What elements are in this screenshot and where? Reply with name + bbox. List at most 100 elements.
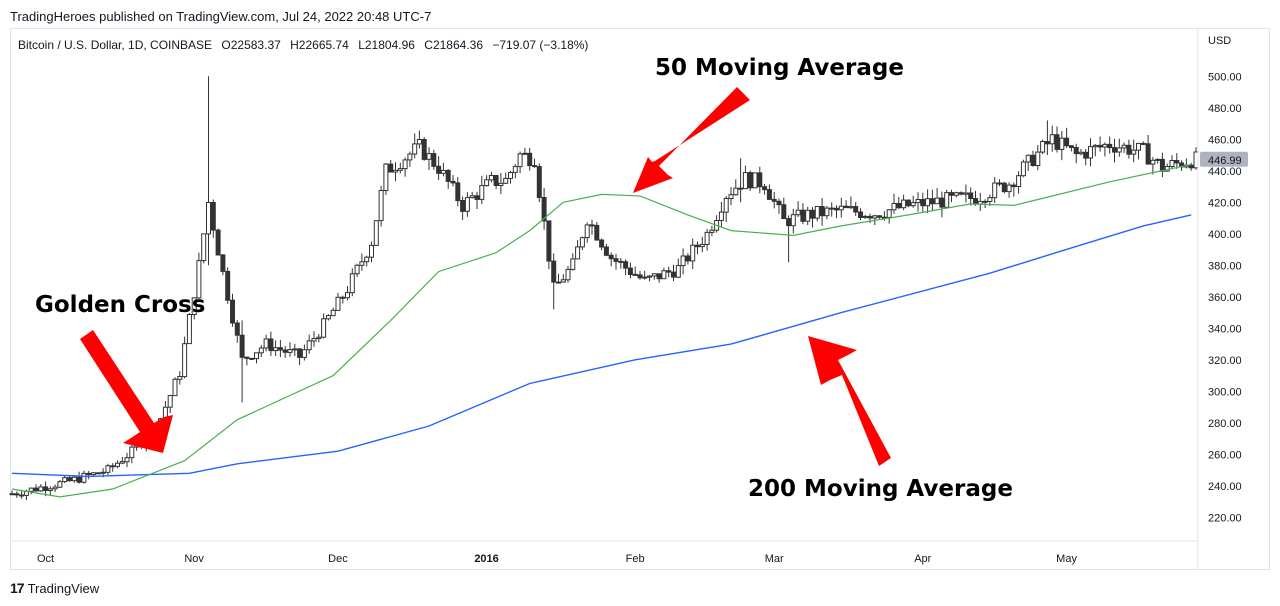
candle (728, 187, 734, 206)
candle (599, 238, 605, 251)
candle (273, 340, 279, 357)
candle (402, 157, 408, 177)
candle (733, 179, 739, 196)
candle (1068, 145, 1074, 152)
candle (532, 158, 537, 168)
candle (944, 189, 950, 208)
candle (1088, 138, 1093, 167)
candle (1136, 142, 1141, 160)
candle (493, 174, 499, 190)
ma50-label: 50 Moving Average (655, 55, 904, 81)
candle (949, 189, 954, 203)
legend-close: C21864.36 (424, 38, 483, 52)
candle (225, 267, 231, 304)
price-tick-label: 300.00 (1208, 386, 1242, 398)
last-price-badge: 446.99 (1200, 151, 1248, 167)
candle (810, 207, 815, 228)
golden-cross-label: Golden Cross (35, 292, 205, 318)
candle (1078, 149, 1084, 156)
candle (771, 192, 777, 209)
candle (579, 236, 585, 251)
price-tick-label: 440.00 (1208, 166, 1242, 178)
candle (905, 199, 911, 207)
candle (1035, 145, 1041, 171)
price-tick-label: 480.00 (1208, 103, 1242, 115)
candle (38, 484, 44, 492)
candle (565, 265, 571, 283)
candle (57, 480, 63, 489)
candle (527, 148, 533, 171)
candle (215, 228, 221, 256)
candle (416, 130, 422, 149)
candle (647, 275, 652, 282)
candle (891, 193, 897, 214)
tradingview-footer[interactable]: 17 TradingView (10, 580, 99, 596)
candle (9, 490, 15, 496)
time-tick-label: May (1056, 553, 1077, 565)
candle (81, 470, 87, 484)
candle (330, 307, 336, 317)
candle (301, 344, 307, 361)
candle (52, 484, 58, 492)
candle (191, 297, 197, 320)
candle (378, 185, 384, 227)
candle (503, 172, 509, 184)
candle (1188, 162, 1194, 171)
candle (819, 198, 825, 226)
price-tick-label: 320.00 (1208, 355, 1242, 367)
candle (862, 214, 868, 219)
candle (594, 222, 600, 241)
price-tick-label: 380.00 (1208, 260, 1242, 272)
legend-symbol: Bitcoin / U.S. Dollar, 1D, COINBASE (18, 38, 213, 52)
price-axis-ticks: 220.00 240.00 260.00 280.00 300.00 320.00 340.… (1208, 71, 1242, 524)
candle (671, 264, 676, 282)
price-tick-label: 360.00 (1208, 292, 1242, 304)
candle (230, 293, 235, 327)
candle (124, 452, 130, 468)
candle (623, 259, 629, 276)
candle (824, 206, 830, 220)
candle (776, 198, 782, 214)
candle (95, 472, 101, 475)
candle (637, 271, 643, 280)
candle (685, 253, 691, 265)
candle (939, 191, 945, 218)
candle (709, 225, 715, 237)
ma50-line (11, 163, 1192, 498)
candle (359, 253, 365, 271)
candle (963, 184, 969, 203)
candle (858, 208, 863, 220)
candle (704, 229, 710, 251)
candle (690, 238, 696, 270)
time-axis-ticks: Oct Nov Dec 2016 Feb Mar Apr May (37, 553, 1077, 565)
candle (997, 179, 1002, 187)
candle (105, 463, 111, 475)
candle (277, 339, 283, 358)
candle (1020, 159, 1026, 178)
candle (1001, 181, 1007, 194)
candle (1183, 158, 1189, 169)
price-tick-label: 240.00 (1208, 481, 1242, 493)
candle (1044, 120, 1050, 155)
candle (762, 184, 768, 195)
tradingview-brand-label: TradingView (27, 580, 100, 596)
candle (249, 357, 255, 361)
candle (488, 171, 494, 183)
candle (886, 209, 892, 224)
candle (512, 164, 518, 179)
candle (316, 334, 322, 343)
candle (1030, 150, 1036, 167)
candle (210, 199, 216, 238)
candle (287, 342, 293, 357)
candle (196, 252, 202, 300)
candle (901, 194, 907, 211)
candle (742, 165, 748, 190)
candle (33, 484, 39, 492)
candle (618, 258, 624, 269)
candle (306, 334, 312, 354)
candle (699, 236, 705, 253)
candle (1092, 144, 1098, 157)
candle (977, 192, 983, 211)
candle (383, 163, 389, 195)
